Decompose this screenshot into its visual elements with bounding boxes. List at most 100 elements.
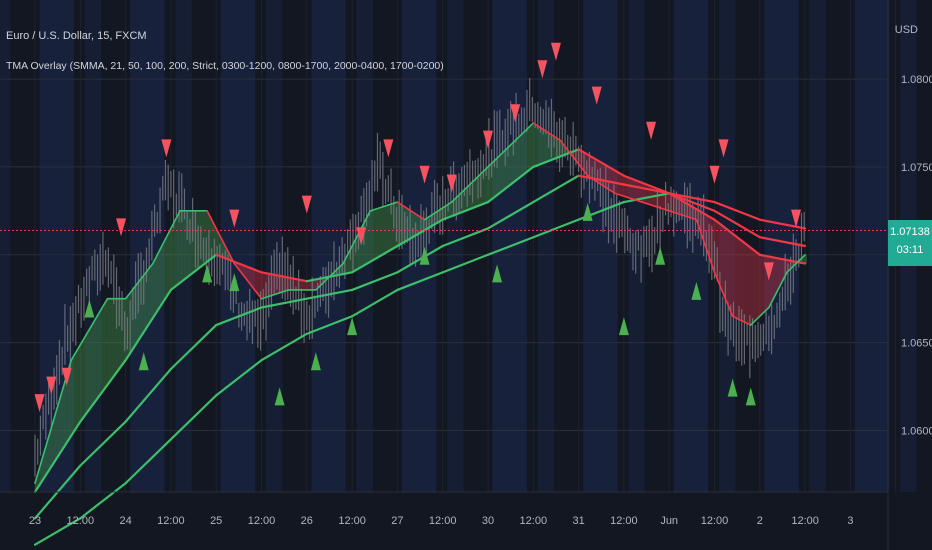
session-band	[537, 0, 555, 492]
ma100-line-segment	[758, 236, 807, 248]
x-tick-label: 30	[482, 515, 494, 527]
ma-fill-segment	[372, 209, 376, 261]
bull-signal-marker	[84, 299, 95, 318]
ma21-line-segment	[315, 262, 344, 291]
ma-fill-segment	[448, 202, 452, 218]
ma-fill-segment	[161, 238, 166, 304]
x-tick-label: 26	[301, 515, 313, 527]
ma-fill-segment	[473, 177, 478, 208]
session-band	[401, 0, 437, 492]
ma-fill-segment	[111, 298, 115, 380]
ma50-line-segment	[351, 244, 399, 274]
ma100-line-segment	[169, 323, 218, 371]
ma-fill-segment	[632, 179, 637, 201]
bear-signal-marker	[591, 86, 602, 105]
bear-signal-marker	[791, 209, 802, 228]
ma-fill-segment	[513, 138, 517, 183]
ma-fill-areas	[34, 77, 807, 492]
bear-signal-marker	[510, 104, 521, 123]
ma-fill-segment	[774, 257, 778, 297]
ma-fill-segment	[314, 279, 318, 290]
ma-fill-segment	[636, 180, 641, 202]
session-band	[809, 0, 826, 492]
ma50-line-segment	[713, 218, 761, 256]
x-tick-label: 12:00	[701, 515, 729, 527]
ma100-line-segment	[713, 209, 761, 239]
ma21-line-segment	[124, 262, 154, 300]
bear-signal-marker	[34, 394, 45, 413]
ma21-line-segment	[260, 289, 290, 300]
ma-fill-segment	[42, 446, 46, 481]
ma200-line-segment	[396, 271, 444, 292]
ma50-line-segment	[668, 192, 716, 221]
bear-signal-marker	[161, 139, 172, 158]
ma200-line-segment	[33, 517, 82, 546]
bear-signal-marker	[718, 139, 729, 158]
ma21-line-segment	[786, 253, 806, 274]
bear-signal-marker	[229, 209, 240, 228]
ma200-line-segment	[169, 394, 218, 441]
bull-signal-marker	[492, 264, 503, 283]
session-band	[628, 0, 645, 492]
ma100-line-segment	[532, 174, 580, 204]
ma-fill-segment	[759, 254, 764, 317]
bear-signal-marker	[537, 60, 548, 79]
ma-fill-segment	[531, 124, 536, 169]
bull-signal-marker	[691, 281, 702, 300]
symbol-title[interactable]: Euro / U.S. Dollar, 15, FXCM	[6, 30, 147, 42]
ma50-line-segment	[622, 174, 671, 195]
ma-fill-segment	[100, 304, 104, 395]
session-band	[673, 0, 709, 492]
ma-fill-segment	[752, 249, 757, 324]
bear-signal-marker	[550, 42, 561, 61]
ma50-line-segment	[396, 218, 444, 248]
ma50-line-segment	[441, 200, 490, 221]
ma-fill-segment	[56, 397, 61, 459]
bull-signal-marker	[655, 246, 666, 265]
ma-fill-segment	[535, 124, 539, 167]
ma-fill-segment	[643, 183, 648, 204]
ma-fill-segment	[730, 232, 735, 318]
x-tick-label: 27	[391, 515, 403, 527]
ma-fill-segment	[107, 298, 112, 385]
last-price-badge: 1.07138 03:11	[888, 220, 932, 266]
ma-fill-segment	[38, 458, 43, 487]
ma-fill-segment	[723, 226, 728, 304]
ma-fill-segment	[74, 347, 79, 431]
ma200-line-segment	[713, 200, 761, 221]
ma-fill-segment	[516, 135, 521, 180]
currency-label[interactable]: USD	[894, 24, 918, 36]
bull-signal-marker	[274, 387, 285, 406]
ma21-line-segment	[641, 201, 671, 212]
x-tick-label: 12:00	[520, 515, 548, 527]
ma-fill-segment	[114, 298, 119, 375]
bear-signal-marker	[301, 195, 312, 214]
x-tick-label: 12:00	[791, 515, 819, 527]
ma-fill-segment	[379, 206, 383, 257]
ma21-line-segment	[586, 174, 616, 195]
bear-signal-marker	[46, 376, 57, 395]
session-band	[175, 0, 192, 492]
ma200-line-segment	[305, 315, 354, 335]
x-axis[interactable]: 23 12:00 24 12:00 25 12:00 26 12:00 27 12:00 30 12:…	[29, 515, 854, 527]
ma21-line-segment	[532, 122, 562, 142]
ma-fill-segment	[85, 329, 90, 415]
indicator-title[interactable]: TMA Overlay (SMMA, 21, 50, 100, 200, Str…	[6, 60, 444, 72]
ma21-line-segment	[668, 210, 698, 221]
ma100-line-segment	[622, 183, 671, 195]
ma-fill-segment	[248, 267, 253, 287]
ma-fill-segment	[103, 298, 108, 390]
bull-signal-marker	[745, 387, 756, 406]
ma-fill-segment	[622, 174, 626, 197]
ma-fill-segment	[509, 142, 514, 186]
ma-fill-segment	[727, 229, 731, 312]
session-band	[220, 0, 256, 492]
ma21-line-segment	[768, 271, 788, 309]
ma21-line-segment	[70, 297, 109, 362]
ma-fill-segment	[176, 210, 180, 286]
x-tick-label: 12:00	[338, 515, 366, 527]
session-band	[356, 0, 373, 492]
ma-fill-segment	[382, 205, 387, 255]
ma200-line-segment	[622, 192, 671, 204]
